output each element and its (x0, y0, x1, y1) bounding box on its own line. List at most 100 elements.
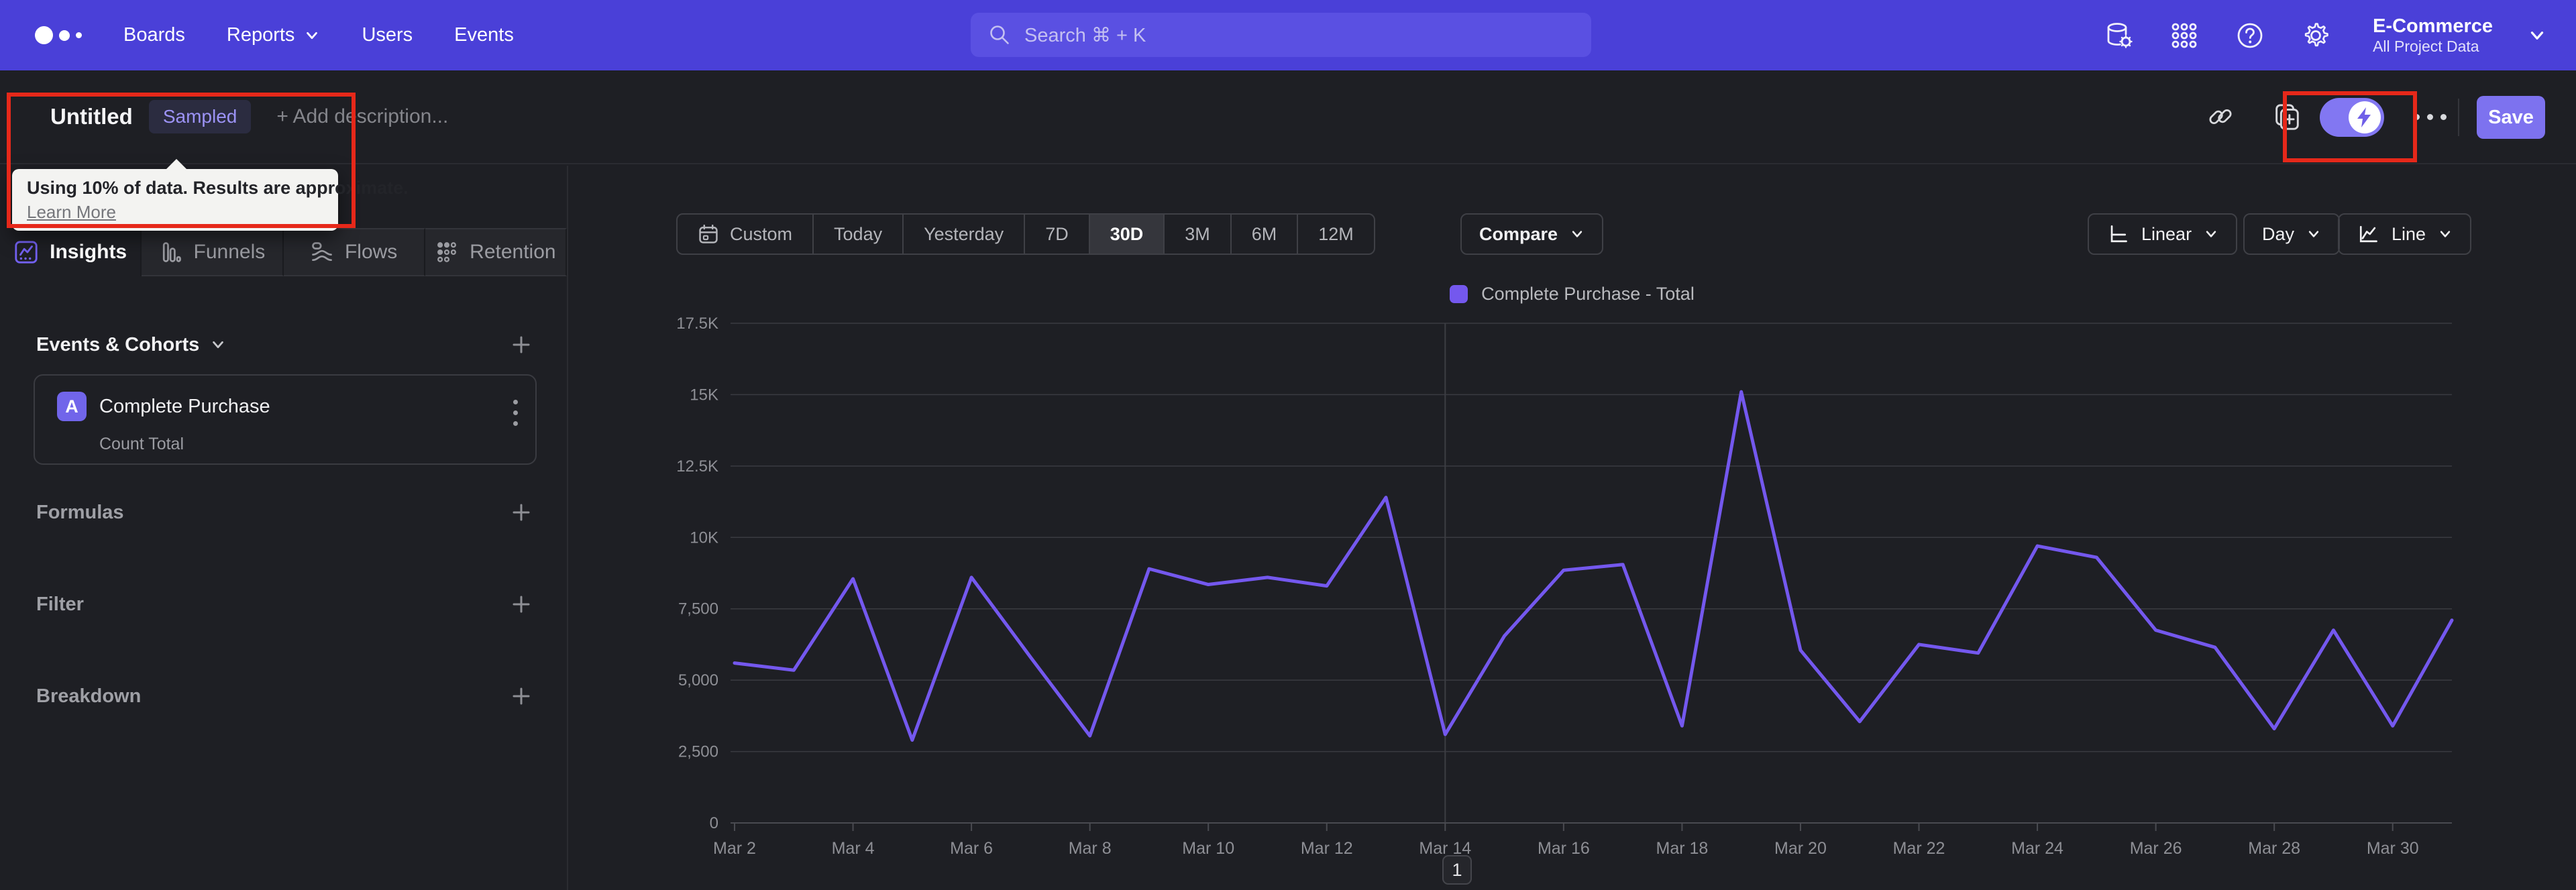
section-label: Breakdown (36, 685, 142, 707)
nav-item-label: Users (362, 24, 413, 46)
tab-retention[interactable]: Retention (425, 228, 567, 276)
learn-more-link[interactable]: Learn More (27, 202, 116, 222)
svg-text:0: 0 (710, 814, 718, 832)
tab-insights[interactable]: Insights (0, 228, 142, 276)
tab-flows[interactable]: Flows (283, 228, 425, 276)
svg-text:Mar 10: Mar 10 (1182, 839, 1234, 858)
range-12m[interactable]: 12M (1298, 215, 1374, 254)
range-label: Today (834, 223, 883, 244)
add-formula-button[interactable] (510, 501, 533, 524)
range-7d[interactable]: 7D (1025, 215, 1090, 254)
nav-item-users[interactable]: Users (362, 24, 413, 46)
nav-item-reports[interactable]: Reports (227, 24, 321, 46)
range-yesterday[interactable]: Yesterday (904, 215, 1026, 254)
chevron-down-icon (2206, 231, 2216, 237)
chevron-down-icon (307, 32, 318, 39)
svg-text:Mar 2: Mar 2 (713, 839, 756, 858)
sampled-badge[interactable]: Sampled (148, 100, 252, 133)
report-title[interactable]: Untitled (50, 104, 133, 129)
tab-label: Flows (344, 241, 398, 263)
event-row-complete-purchase[interactable]: A Complete Purchase Count Total (34, 374, 537, 465)
add-breakdown-button[interactable] (510, 685, 533, 708)
range-30d[interactable]: 30D (1089, 215, 1165, 254)
svg-text:Mar 30: Mar 30 (2367, 839, 2419, 858)
range-6m[interactable]: 6M (1232, 215, 1299, 254)
top-navigation: Boards Reports Users Events Search ⌘ + K (0, 0, 2576, 70)
more-options-button[interactable] (2414, 70, 2447, 163)
event-measure[interactable]: Count Total (99, 435, 184, 453)
mixpanel-logo[interactable] (35, 26, 82, 44)
copy-plus-icon (2275, 104, 2299, 130)
query-builder-sidebar: Insights Funnels (0, 166, 568, 890)
link-icon (2209, 109, 2232, 125)
section-label: Events & Cohorts (36, 333, 200, 355)
data-management-icon[interactable] (2103, 20, 2134, 51)
project-switcher[interactable]: E-Commerce All Project Data (2373, 15, 2493, 56)
report-header-bar: Untitled Sampled + Add description... (0, 70, 2576, 164)
topnav-right-controls: E-Commerce All Project Data (2103, 0, 2546, 70)
range-3m[interactable]: 3M (1165, 215, 1232, 254)
duplicate-button[interactable] (2271, 70, 2302, 163)
nav-item-label: Reports (226, 24, 295, 46)
range-label: 30D (1110, 223, 1144, 244)
tab-label: Retention (470, 241, 556, 263)
range-label: Yesterday (924, 223, 1004, 244)
pagination-page-1[interactable]: 1 (1442, 855, 1472, 885)
svg-text:Mar 8: Mar 8 (1069, 839, 1112, 858)
page-number: 1 (1452, 859, 1462, 880)
svg-text:17.5K: 17.5K (676, 315, 718, 333)
nav-item-boards[interactable]: Boards (123, 24, 185, 46)
event-options-button[interactable] (513, 400, 518, 426)
project-scope: All Project Data (2373, 37, 2479, 55)
save-button[interactable]: Save (2477, 96, 2545, 139)
search-input[interactable]: Search ⌘ + K (971, 13, 1591, 57)
interval-dropdown[interactable]: Day (2243, 213, 2341, 255)
range-label: 7D (1045, 223, 1069, 244)
svg-text:7,500: 7,500 (678, 600, 718, 618)
interval-label: Day (2262, 223, 2295, 244)
add-event-button[interactable] (510, 333, 533, 356)
chart-svg[interactable]: 0 2,500 5,000 7,500 10K 12.5K 15K 17.5K Mar 2 Mar… (568, 166, 2576, 890)
nav-item-events[interactable]: Events (454, 24, 514, 46)
save-label: Save (2488, 106, 2534, 128)
tab-label: Funnels (193, 241, 266, 263)
chevron-down-icon (2308, 231, 2319, 237)
flows-icon (312, 242, 332, 262)
logo-dot-medium (59, 30, 70, 41)
svg-text:2,500: 2,500 (678, 743, 718, 761)
svg-text:Mar 14: Mar 14 (1419, 839, 1471, 858)
section-formulas: Formulas (36, 501, 533, 524)
chevron-down-icon (213, 341, 224, 349)
range-custom[interactable]: Custom (678, 215, 814, 254)
toggle-knob (2349, 101, 2381, 133)
chevron-down-icon (1572, 231, 1582, 237)
scale-dropdown[interactable]: Linear (2088, 213, 2238, 255)
chart-type-dropdown[interactable]: Line (2338, 213, 2472, 255)
events-cohorts-toggle[interactable]: Events & Cohorts (36, 334, 226, 356)
help-icon[interactable] (2235, 20, 2265, 51)
ellipsis-dot (2427, 113, 2433, 120)
report-type-tabs: Insights Funnels (0, 228, 567, 276)
settings-gear-icon[interactable] (2300, 20, 2331, 51)
add-description-placeholder[interactable]: + Add description... (276, 105, 449, 127)
legend-swatch (1450, 285, 1468, 303)
events-cohorts-header: Events & Cohorts (36, 333, 533, 356)
svg-text:15K: 15K (690, 386, 718, 404)
range-today[interactable]: Today (814, 215, 904, 254)
compare-dropdown[interactable]: Compare (1460, 213, 1604, 255)
sampling-tooltip: Using 10% of data. Results are approxima… (12, 159, 409, 231)
chevron-down-icon (2530, 31, 2544, 40)
funnels-icon (162, 242, 181, 262)
svg-text:12.5K: 12.5K (676, 457, 718, 476)
lightning-bolt-icon (2357, 107, 2371, 127)
tab-funnels[interactable]: Funnels (142, 228, 284, 276)
share-link-button[interactable] (2206, 70, 2235, 163)
search-placeholder: Search ⌘ + K (1024, 24, 1146, 46)
legend-label[interactable]: Complete Purchase - Total (1481, 284, 1695, 304)
chart-legend: Complete Purchase - Total (568, 284, 2576, 304)
sampling-toggle[interactable] (2320, 98, 2384, 137)
apps-grid-icon[interactable] (2169, 20, 2200, 51)
svg-text:Mar 18: Mar 18 (1656, 839, 1709, 858)
add-filter-button[interactable] (510, 593, 533, 616)
